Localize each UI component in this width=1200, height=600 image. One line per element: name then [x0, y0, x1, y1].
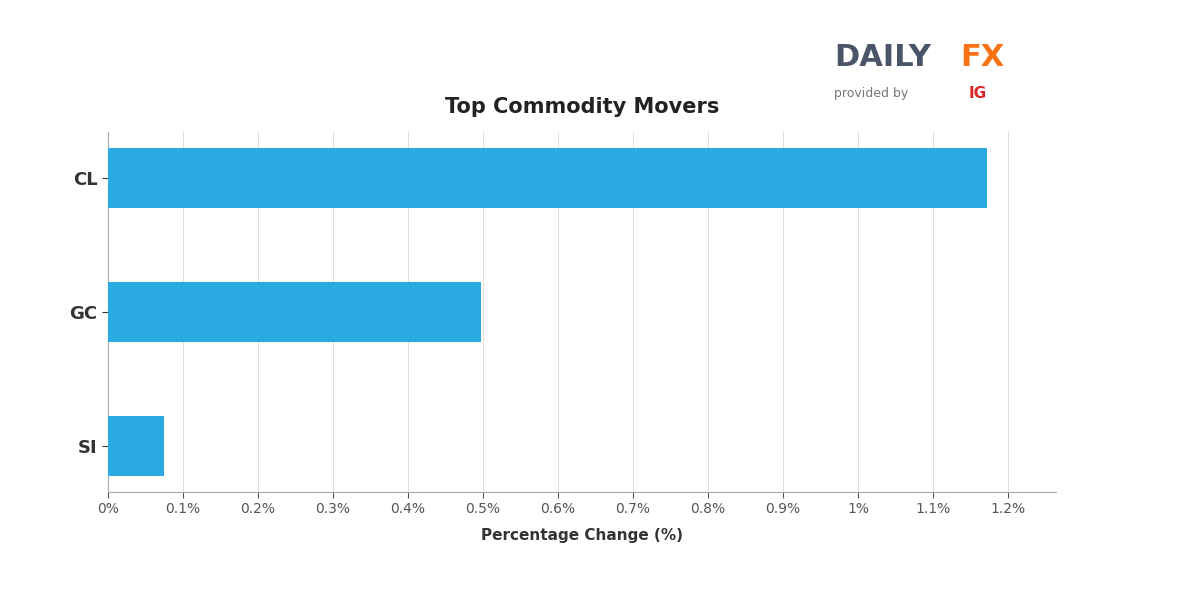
- Text: DAILY: DAILY: [834, 43, 931, 71]
- Title: Top Commodity Movers: Top Commodity Movers: [445, 97, 719, 116]
- X-axis label: Percentage Change (%): Percentage Change (%): [481, 527, 683, 542]
- Bar: [108, 148, 986, 208]
- Text: IG: IG: [968, 85, 986, 100]
- Text: FX: FX: [960, 43, 1004, 71]
- Text: provided by: provided by: [834, 86, 912, 100]
- Bar: [108, 416, 164, 476]
- Bar: [108, 282, 481, 342]
